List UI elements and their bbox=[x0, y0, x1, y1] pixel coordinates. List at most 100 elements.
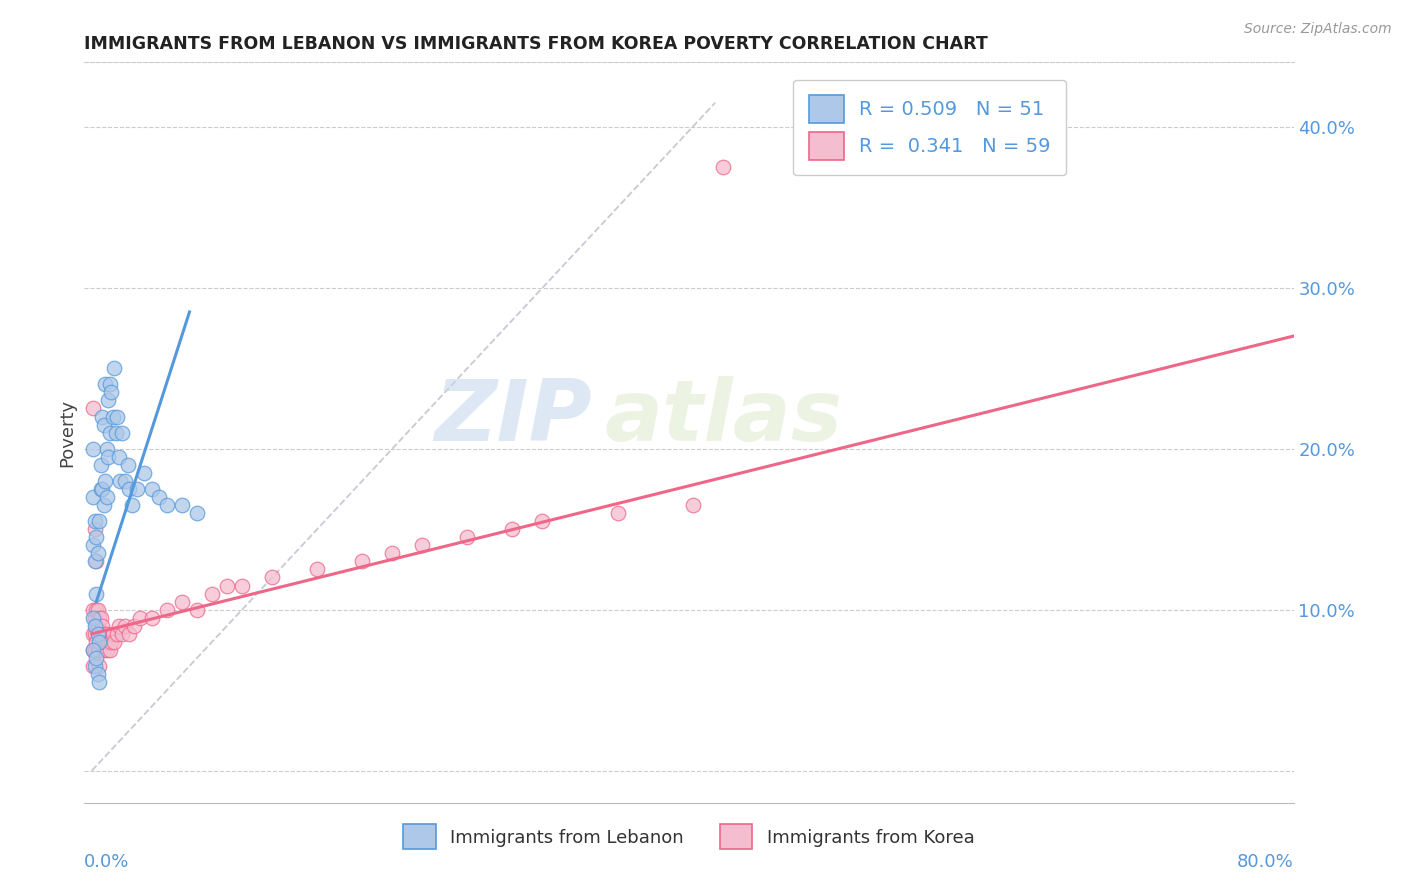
Point bbox=[121, 498, 143, 512]
Point bbox=[90, 627, 112, 641]
Point bbox=[107, 409, 129, 424]
Point bbox=[86, 602, 108, 616]
Point bbox=[411, 538, 433, 552]
Point bbox=[91, 482, 114, 496]
Point bbox=[89, 514, 111, 528]
Point bbox=[110, 474, 132, 488]
Text: ZIP: ZIP bbox=[434, 376, 592, 459]
Point bbox=[231, 578, 253, 592]
Point bbox=[122, 619, 145, 633]
Point bbox=[83, 627, 105, 641]
Text: IMMIGRANTS FROM LEBANON VS IMMIGRANTS FROM KOREA POVERTY CORRELATION CHART: IMMIGRANTS FROM LEBANON VS IMMIGRANTS FR… bbox=[84, 35, 988, 53]
Point bbox=[100, 635, 122, 649]
Point bbox=[108, 619, 131, 633]
Point bbox=[134, 466, 156, 480]
Point bbox=[90, 610, 112, 624]
Point bbox=[87, 619, 110, 633]
Point bbox=[117, 458, 139, 472]
Point bbox=[186, 506, 208, 520]
Point bbox=[104, 425, 127, 440]
Point bbox=[96, 442, 118, 456]
Point bbox=[89, 675, 111, 690]
Point bbox=[83, 643, 105, 657]
Point bbox=[141, 610, 163, 624]
Point bbox=[456, 530, 478, 544]
Point bbox=[94, 377, 117, 392]
Point bbox=[114, 619, 136, 633]
Point bbox=[96, 627, 118, 641]
Point bbox=[215, 578, 238, 592]
Point bbox=[91, 409, 114, 424]
Text: 80.0%: 80.0% bbox=[1237, 853, 1294, 871]
Point bbox=[352, 554, 374, 568]
Point bbox=[531, 514, 554, 528]
Point bbox=[91, 619, 114, 633]
Point bbox=[87, 602, 110, 616]
Point bbox=[82, 538, 104, 552]
Point bbox=[82, 659, 104, 673]
Point bbox=[89, 635, 111, 649]
Point bbox=[125, 482, 148, 496]
Point bbox=[82, 442, 104, 456]
Point bbox=[93, 498, 115, 512]
Point bbox=[87, 627, 110, 641]
Point bbox=[101, 627, 124, 641]
Point bbox=[90, 458, 112, 472]
Point bbox=[87, 546, 110, 560]
Point bbox=[86, 530, 108, 544]
Text: 0.0%: 0.0% bbox=[84, 853, 129, 871]
Text: Source: ZipAtlas.com: Source: ZipAtlas.com bbox=[1244, 22, 1392, 37]
Point bbox=[682, 498, 704, 512]
Point bbox=[156, 602, 179, 616]
Point bbox=[118, 627, 141, 641]
Point bbox=[82, 490, 104, 504]
Text: atlas: atlas bbox=[605, 376, 842, 459]
Point bbox=[103, 635, 125, 649]
Point bbox=[111, 627, 134, 641]
Point bbox=[100, 385, 122, 400]
Point bbox=[89, 627, 111, 641]
Point bbox=[114, 474, 136, 488]
Point bbox=[83, 522, 105, 536]
Point bbox=[307, 562, 329, 576]
Point bbox=[82, 401, 104, 416]
Point bbox=[262, 570, 284, 584]
Point bbox=[118, 482, 141, 496]
Point bbox=[82, 602, 104, 616]
Point bbox=[91, 635, 114, 649]
Point bbox=[711, 160, 734, 174]
Point bbox=[87, 667, 110, 681]
Legend: Immigrants from Lebanon, Immigrants from Korea: Immigrants from Lebanon, Immigrants from… bbox=[396, 817, 981, 856]
Point bbox=[89, 610, 111, 624]
Point bbox=[83, 619, 105, 633]
Point bbox=[381, 546, 404, 560]
Point bbox=[98, 425, 121, 440]
Point bbox=[82, 643, 104, 657]
Y-axis label: Poverty: Poverty bbox=[58, 399, 76, 467]
Point bbox=[94, 474, 117, 488]
Point bbox=[82, 627, 104, 641]
Point bbox=[170, 498, 193, 512]
Point bbox=[97, 393, 120, 408]
Point bbox=[186, 602, 208, 616]
Point bbox=[93, 417, 115, 432]
Point bbox=[89, 659, 111, 673]
Point bbox=[96, 490, 118, 504]
Point bbox=[86, 651, 108, 665]
Point bbox=[83, 659, 105, 673]
Point bbox=[83, 554, 105, 568]
Point bbox=[82, 643, 104, 657]
Point bbox=[111, 425, 134, 440]
Point bbox=[93, 627, 115, 641]
Point bbox=[129, 610, 152, 624]
Point bbox=[86, 635, 108, 649]
Point bbox=[501, 522, 523, 536]
Point bbox=[86, 586, 108, 600]
Point bbox=[97, 450, 120, 464]
Point bbox=[98, 377, 121, 392]
Point bbox=[90, 482, 112, 496]
Point bbox=[107, 627, 129, 641]
Point bbox=[141, 482, 163, 496]
Point bbox=[108, 450, 131, 464]
Point bbox=[83, 610, 105, 624]
